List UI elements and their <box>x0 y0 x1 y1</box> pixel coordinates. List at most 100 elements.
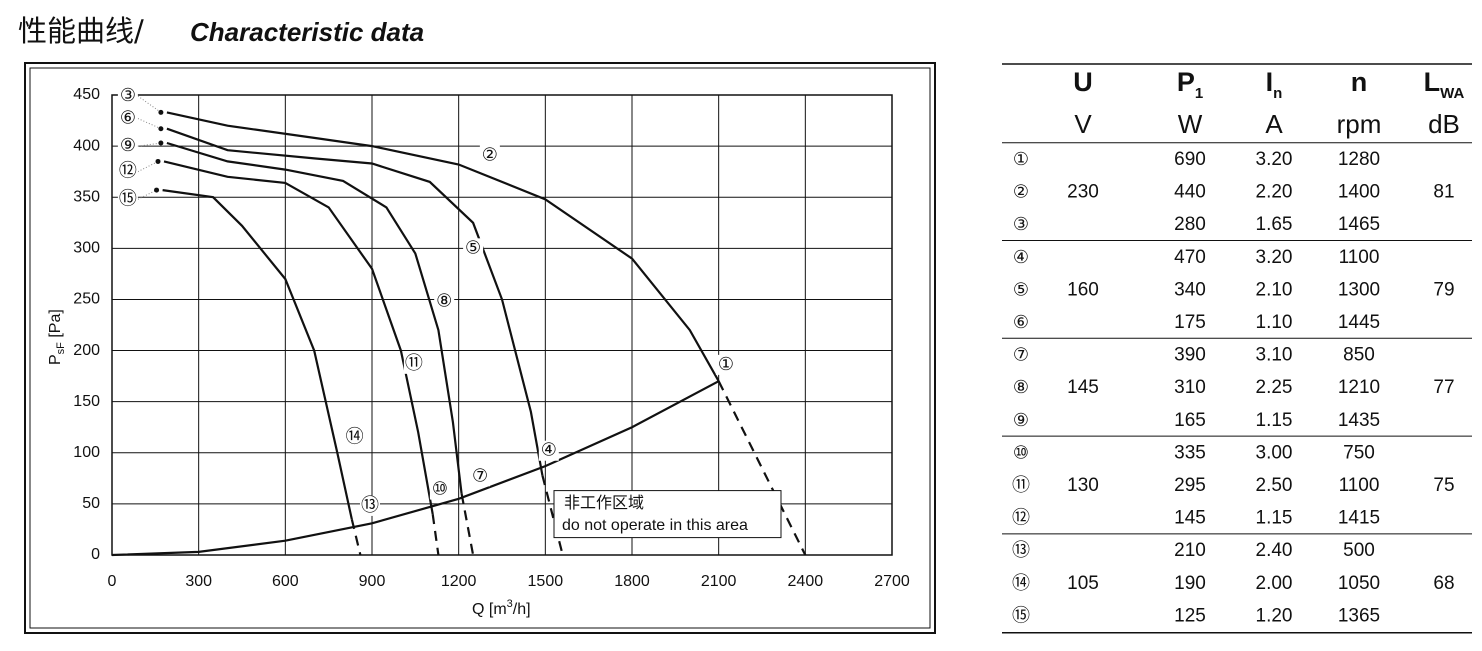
table-cell: 500 <box>1343 540 1375 561</box>
curve-dashed <box>460 493 475 556</box>
table-cell: 3.20 <box>1256 149 1293 170</box>
table-cell: 2.40 <box>1256 540 1293 561</box>
header-main: n <box>1351 67 1368 97</box>
noise-cell: 75 <box>1433 475 1454 496</box>
row-label: ⑩ <box>1013 442 1029 463</box>
y-tick-label: 150 <box>73 393 100 410</box>
table-cell: 1365 <box>1338 605 1380 626</box>
y-axis-label: PsF [Pa] <box>47 309 67 365</box>
leader-dot <box>158 140 164 146</box>
table-cell: 2.25 <box>1256 377 1293 398</box>
curve-label: ② <box>482 144 498 165</box>
y-tick-label: 50 <box>82 495 100 512</box>
y-label-end: [Pa] <box>47 309 64 342</box>
leader-dot <box>155 158 161 164</box>
curve <box>166 127 544 476</box>
y-tick-label: 450 <box>73 86 100 103</box>
table-cell: 1280 <box>1338 149 1380 170</box>
annotation-bg <box>117 136 138 157</box>
x-tick-label: 1800 <box>614 573 650 590</box>
noise-cell: 77 <box>1433 377 1454 398</box>
chart-frame-inner <box>29 67 931 629</box>
row-label: ⑭ <box>1012 573 1030 594</box>
annotation-bg <box>429 479 450 500</box>
table-cell: 295 <box>1174 475 1206 496</box>
table-cell: 165 <box>1174 410 1206 431</box>
annotation-bg <box>117 161 138 182</box>
curve-label: ① <box>718 354 734 375</box>
y-tick-label: 0 <box>91 546 100 563</box>
voltage-cell: 145 <box>1067 377 1099 398</box>
annotation-bg <box>117 108 138 129</box>
row-label: ⑦ <box>1013 345 1029 366</box>
annotation-bg <box>715 354 736 375</box>
noise-cell: 79 <box>1433 279 1454 300</box>
y-tick-label: 300 <box>73 240 100 257</box>
header-main: I <box>1266 67 1274 97</box>
header-main: P <box>1177 67 1195 97</box>
x-tick-label: 600 <box>272 573 299 590</box>
header-main: L <box>1424 67 1441 97</box>
table-cell: 1100 <box>1339 247 1380 268</box>
table-cell: 1210 <box>1338 377 1380 398</box>
annotation-bg <box>344 427 365 448</box>
x-tick-label: 2100 <box>701 573 737 590</box>
curve-label: ⑮ <box>119 188 137 209</box>
table-cell: 2.10 <box>1256 279 1293 300</box>
table-cell: 335 <box>1174 442 1206 463</box>
curve-label: ③ <box>120 85 136 106</box>
curve <box>163 160 434 515</box>
table-cell: 440 <box>1174 182 1206 203</box>
leader-dot <box>158 126 164 132</box>
header-sub: 1 <box>1195 85 1203 102</box>
header-cell: In <box>1266 67 1283 102</box>
y-tick-label: 200 <box>73 342 100 359</box>
y-label-sub: sF <box>55 342 67 355</box>
table-cell: 1465 <box>1338 214 1380 235</box>
y-tick-label: 250 <box>73 291 100 308</box>
y-tick-label: 400 <box>73 137 100 154</box>
y-label-main: P <box>47 354 64 365</box>
table-cell: 175 <box>1174 312 1206 333</box>
table-cell: 145 <box>1174 508 1206 529</box>
x-tick-label: 900 <box>359 573 386 590</box>
curve-label: ⑪ <box>405 353 423 374</box>
row-label: ⑮ <box>1012 605 1030 626</box>
leader-line <box>137 95 162 113</box>
x-tick-label: 1200 <box>441 573 477 590</box>
curve-label: ⑭ <box>346 426 364 447</box>
table-cell: 190 <box>1174 573 1206 594</box>
annotation-bg <box>463 238 484 259</box>
leader-dot <box>154 187 160 193</box>
voltage-cell: 160 <box>1067 279 1099 300</box>
row-label: ⑫ <box>1012 508 1030 529</box>
table-cell: 1400 <box>1338 182 1380 203</box>
curve-label: ⑫ <box>119 161 137 182</box>
table-cell: 1300 <box>1338 279 1380 300</box>
y-tick-label: 350 <box>73 188 100 205</box>
plot-area <box>111 94 893 556</box>
chart-frame <box>24 62 936 634</box>
curve-label: ⑩ <box>432 479 448 500</box>
curve-dashed <box>541 475 564 556</box>
x-tick-label: 300 <box>185 573 212 590</box>
x-label-end: /h] <box>513 601 531 618</box>
curve-dashed <box>717 380 807 556</box>
table-cell: 2.00 <box>1256 573 1293 594</box>
table-cell: 280 <box>1174 214 1206 235</box>
header-unit: W <box>1178 109 1203 139</box>
row-label: ③ <box>1013 214 1029 235</box>
leader-line <box>137 189 157 200</box>
annotation-bg <box>434 291 455 312</box>
curve-dashed <box>431 513 440 556</box>
leader-line <box>137 142 161 147</box>
table-cell: 1100 <box>1339 475 1380 496</box>
header-cell: U <box>1073 67 1093 97</box>
table-cell: 1.65 <box>1256 214 1293 235</box>
leader-line <box>137 160 159 173</box>
table-cell: 470 <box>1174 247 1206 268</box>
note-line: 非工作区域 <box>564 493 644 512</box>
noise-cell: 81 <box>1433 182 1454 203</box>
table-cell: 1.20 <box>1256 605 1293 626</box>
table-cell: 340 <box>1174 279 1206 300</box>
